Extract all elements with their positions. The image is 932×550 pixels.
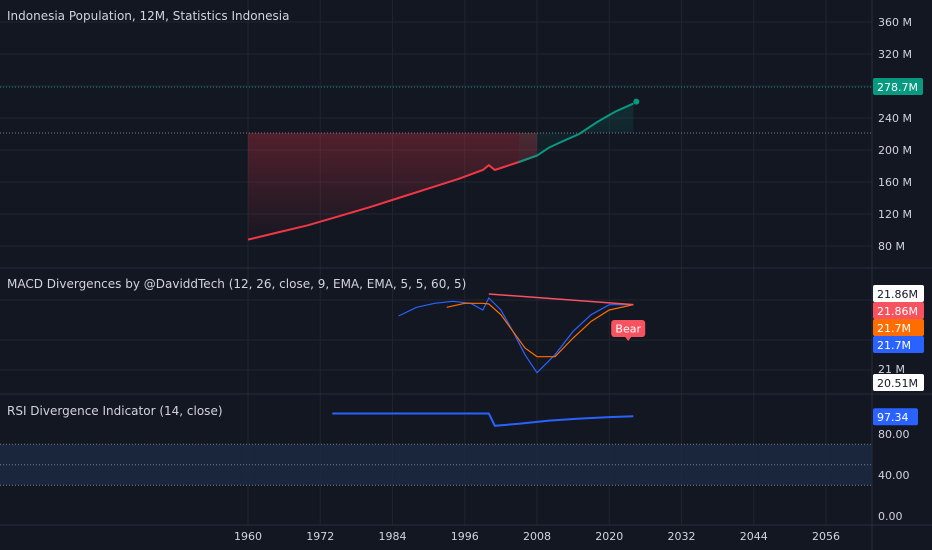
macd-value-badge-text: 21.86M [877,305,918,318]
macd-value-badge: 21.86M [873,285,924,302]
macd-value-badge-bg [873,374,924,391]
macd-line [398,296,634,374]
rsi-last-value-badge-text: 97.34 [877,411,909,424]
macd-value-badge-text: 21.7M [877,339,911,352]
main-y-tick: 320 M [878,48,912,61]
x-tick-2056: 2056 [812,530,840,543]
below-baseline-area [248,133,537,240]
x-tick-2008: 2008 [523,530,551,543]
macd-value-badge-bg [873,285,924,302]
rsi-y-tick: 0.00 [878,510,903,523]
rsi-last-value-badge: 97.34 [873,408,918,426]
main-last-value-badge: 278.7M [873,78,923,96]
main-y-tick: 80 M [878,240,905,253]
macd-value-badge-bg [873,319,924,336]
macd-pane[interactable]: Bear [398,293,646,374]
x-tick-2044: 2044 [740,530,768,543]
macd-value-badge: 21.7M [873,319,924,336]
main-y-tick: 160 M [878,176,912,189]
price-scale[interactable]: 360 M 320 M 240 M 200 M 160 M 120 M 80 M 278.7M… [873,16,924,523]
macd-pane-title: MACD Divergences by @DaviddTech (12, 26,… [7,277,467,291]
main-y-tick: 240 M [878,112,912,125]
macd-value-badge-bg [873,302,924,319]
x-tick-2032: 2032 [668,530,696,543]
macd-value-badge: 21.86M [873,302,924,319]
time-scale[interactable]: 1960 1972 1984 1996 2008 2020 2032 2044 2056 [234,530,840,543]
bear-label-pointer [625,337,632,341]
main-price-pane[interactable] [0,86,872,241]
rsi-pane-title: RSI Divergence Indicator (14, close) [7,404,223,418]
rsi-y-tick: 40.00 [878,469,910,482]
x-tick-1984: 1984 [379,530,407,543]
x-tick-1960: 1960 [234,530,262,543]
x-tick-2020: 2020 [595,530,623,543]
main-y-tick: 120 M [878,208,912,221]
main-last-value-badge-text: 278.7M [877,81,918,94]
signal-line [446,302,634,358]
macd-value-badge-bg [873,336,924,353]
bear-label: Bear [611,320,646,341]
last-point-marker [633,98,640,105]
macd-value-badge: 21.7M [873,336,924,353]
macd-y-tick: 21 M [878,363,905,376]
x-tick-1996: 1996 [451,530,479,543]
macd-value-badge-text: 20.51M [877,377,918,390]
population-line-above [518,102,634,163]
rsi-y-tick: 80.00 [878,428,910,441]
main-y-tick: 360 M [878,16,912,29]
population-line-below [247,154,538,241]
macd-value-badge-text: 21.7M [877,322,911,335]
rsi-pane[interactable] [0,412,872,486]
rsi-last-value-badge-bg [873,408,918,426]
rsi-line [332,412,634,427]
macd-value-badge: 20.51M [873,374,924,391]
macd-value-badge-text: 21.86M [877,288,918,301]
bear-divergence-line [488,293,634,306]
bear-label-text: Bear [615,323,641,336]
bear-label-box [611,320,646,337]
main-y-tick: 200 M [878,144,912,157]
main-pane-title: Indonesia Population, 12M, Statistics In… [7,9,290,23]
main-last-value-badge-bg [873,78,923,96]
x-tick-1972: 1972 [306,530,334,543]
